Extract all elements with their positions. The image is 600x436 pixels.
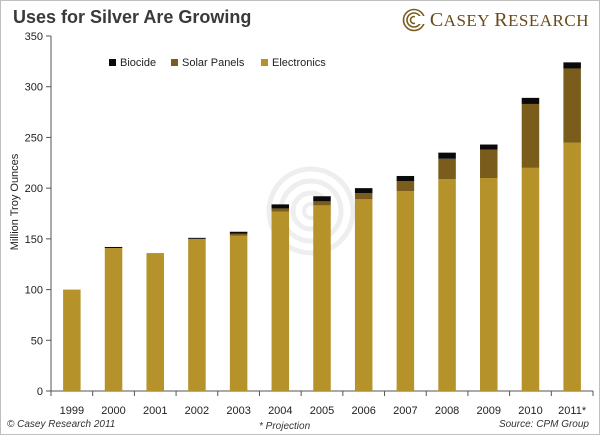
bar-electronics bbox=[271, 211, 290, 391]
casey-logo-icon bbox=[402, 8, 426, 32]
y-tick-label: 0 bbox=[37, 386, 43, 398]
bar-electronics bbox=[63, 289, 81, 391]
bar-solar-panels bbox=[354, 193, 373, 200]
projection-note: * Projection bbox=[259, 421, 311, 432]
bar-solar-panels bbox=[480, 149, 498, 178]
legend-swatch bbox=[261, 59, 268, 66]
bar-electronics bbox=[396, 191, 415, 391]
y-tick-label: 300 bbox=[25, 82, 43, 94]
bar-solar-panels bbox=[271, 208, 290, 212]
x-tick-label: 2010 bbox=[518, 405, 542, 417]
x-tick-label: 2007 bbox=[393, 405, 417, 417]
bar-electronics bbox=[521, 167, 540, 391]
legend: Biocide Solar Panels Electronics bbox=[109, 57, 326, 69]
chart-title: Uses for Silver Are Growing bbox=[13, 7, 252, 27]
y-tick-label: 250 bbox=[25, 132, 43, 144]
y-tick-label: 50 bbox=[31, 335, 43, 347]
bar-electronics bbox=[354, 199, 373, 391]
legend-swatch bbox=[171, 59, 178, 66]
watermark bbox=[266, 166, 356, 256]
bar-biocide bbox=[229, 231, 248, 234]
bar-solar-panels bbox=[229, 233, 248, 236]
x-tick-label: 2000 bbox=[101, 405, 125, 417]
legend-label: Electronics bbox=[272, 57, 326, 69]
bar-biocide bbox=[563, 62, 581, 69]
bar-biocide bbox=[313, 196, 331, 202]
bar-biocide bbox=[104, 246, 123, 248]
copyright-text: © Casey Research 2011 bbox=[7, 419, 116, 430]
bar-solar-panels bbox=[396, 181, 415, 192]
y-tick-label: 200 bbox=[25, 183, 43, 195]
bar-biocide bbox=[396, 175, 415, 182]
y-axis: 0 50 100 150 200 250 300 350 bbox=[25, 31, 52, 398]
bar-electronics bbox=[146, 253, 164, 391]
bar-electronics bbox=[480, 178, 498, 391]
x-tick-label: 2011* bbox=[558, 405, 587, 417]
x-tick-label: 2001 bbox=[143, 405, 167, 417]
bar-electronics bbox=[438, 179, 456, 391]
x-tick-label: 2005 bbox=[310, 405, 334, 417]
x-tick-label: 2009 bbox=[477, 405, 501, 417]
casey-research-logo: CASEY RESEARCH bbox=[402, 7, 589, 33]
bar-electronics bbox=[104, 247, 123, 391]
source-text: Source: CPM Group bbox=[498, 419, 589, 430]
bar-biocide bbox=[521, 97, 540, 104]
x-tick-label: 2006 bbox=[351, 405, 375, 417]
logo-text: CASEY RESEARCH bbox=[429, 8, 589, 31]
bar-solar-panels bbox=[313, 201, 331, 206]
x-tick-label: 2004 bbox=[268, 405, 292, 417]
bar-electronics bbox=[229, 235, 248, 391]
x-axis: 1999 2000 2001 2002 2003 2004 2005 2006 2007 2008… bbox=[50, 390, 594, 417]
legend-swatch bbox=[109, 59, 116, 66]
y-tick-label: 350 bbox=[25, 31, 43, 43]
bar-electronics bbox=[188, 238, 206, 391]
legend-label: Solar Panels bbox=[182, 57, 245, 69]
x-tick-label: 2003 bbox=[226, 405, 250, 417]
bar-solar-panels bbox=[521, 103, 540, 168]
bar-electronics bbox=[563, 142, 581, 391]
x-tick-label: 2008 bbox=[435, 405, 459, 417]
bar-biocide bbox=[271, 204, 290, 209]
bar-solar-panels bbox=[438, 158, 456, 180]
y-tick-label: 100 bbox=[25, 285, 43, 297]
x-tick-label: 2002 bbox=[185, 405, 209, 417]
bar-solar-panels bbox=[563, 68, 581, 143]
bar-biocide bbox=[188, 237, 206, 239]
bar-biocide bbox=[354, 188, 373, 194]
x-tick-label: 1999 bbox=[60, 405, 84, 417]
bars bbox=[63, 62, 581, 391]
bar-electronics bbox=[313, 205, 331, 391]
bar-biocide bbox=[480, 144, 498, 150]
y-tick-label: 150 bbox=[25, 234, 43, 246]
legend-label: Biocide bbox=[120, 57, 156, 69]
bar-biocide bbox=[438, 152, 456, 159]
y-axis-label: Million Troy Ounces bbox=[9, 153, 21, 250]
